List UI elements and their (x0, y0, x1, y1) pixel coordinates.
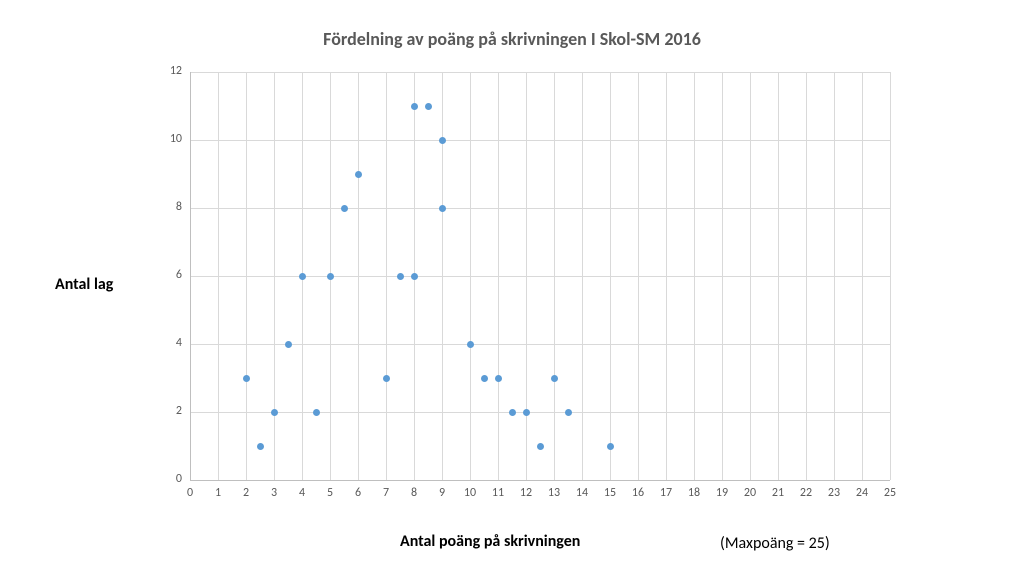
x-tick-label: 20 (738, 486, 762, 500)
data-point (411, 273, 418, 280)
data-point (327, 273, 334, 280)
data-point (271, 409, 278, 416)
gridline-vertical (666, 72, 667, 480)
data-point (383, 375, 390, 382)
x-tick-label: 4 (290, 486, 314, 500)
data-point (495, 375, 502, 382)
gridline-vertical (442, 72, 443, 480)
x-tick-label: 10 (458, 486, 482, 500)
data-point (565, 409, 572, 416)
x-tick-label: 12 (514, 486, 538, 500)
gridline-vertical (638, 72, 639, 480)
gridline-vertical (358, 72, 359, 480)
x-tick-label: 9 (430, 486, 454, 500)
data-point (257, 443, 264, 450)
x-tick-label: 23 (822, 486, 846, 500)
x-tick-label: 21 (766, 486, 790, 500)
y-axis-title: Antal lag (55, 275, 113, 294)
gridline-vertical (750, 72, 751, 480)
x-tick-label: 2 (234, 486, 258, 500)
gridline-vertical (582, 72, 583, 480)
gridline-vertical (498, 72, 499, 480)
gridline-horizontal (190, 72, 890, 73)
x-tick-label: 11 (486, 486, 510, 500)
gridline-vertical (246, 72, 247, 480)
gridline-vertical (554, 72, 555, 480)
x-tick-label: 17 (654, 486, 678, 500)
x-tick-label: 24 (850, 486, 874, 500)
data-point (607, 443, 614, 450)
x-tick-label: 8 (402, 486, 426, 500)
gridline-vertical (386, 72, 387, 480)
data-point (523, 409, 530, 416)
y-tick-label: 2 (152, 404, 182, 418)
data-point (425, 103, 432, 110)
data-point (243, 375, 250, 382)
x-tick-label: 18 (682, 486, 706, 500)
gridline-horizontal (190, 412, 890, 413)
y-tick-label: 10 (152, 132, 182, 146)
x-axis-line (190, 480, 890, 481)
gridline-horizontal (190, 276, 890, 277)
x-tick-label: 15 (598, 486, 622, 500)
gridline-vertical (218, 72, 219, 480)
gridline-vertical (470, 72, 471, 480)
x-tick-label: 7 (374, 486, 398, 500)
y-tick-label: 4 (152, 336, 182, 350)
data-point (313, 409, 320, 416)
x-tick-label: 25 (878, 486, 902, 500)
x-axis-title: Antal poäng på skrivningen (400, 532, 580, 551)
gridline-horizontal (190, 208, 890, 209)
x-tick-label: 1 (206, 486, 230, 500)
gridline-vertical (862, 72, 863, 480)
data-point (509, 409, 516, 416)
x-tick-label: 19 (710, 486, 734, 500)
data-point (299, 273, 306, 280)
x-tick-label: 13 (542, 486, 566, 500)
gridline-vertical (806, 72, 807, 480)
chart-footnote: (Maxpoäng = 25) (720, 534, 830, 553)
data-point (355, 171, 362, 178)
gridline-vertical (722, 72, 723, 480)
y-tick-label: 0 (152, 472, 182, 486)
x-tick-label: 16 (626, 486, 650, 500)
x-tick-label: 3 (262, 486, 286, 500)
gridline-vertical (890, 72, 891, 480)
x-tick-label: 22 (794, 486, 818, 500)
data-point (411, 103, 418, 110)
y-tick-label: 6 (152, 268, 182, 282)
x-tick-label: 0 (178, 486, 202, 500)
x-tick-label: 14 (570, 486, 594, 500)
data-point (397, 273, 404, 280)
data-point (537, 443, 544, 450)
gridline-vertical (778, 72, 779, 480)
data-point (551, 375, 558, 382)
gridline-vertical (834, 72, 835, 480)
chart-container: Fördelning av poäng på skrivningen I Sko… (0, 0, 1024, 576)
data-point (285, 341, 292, 348)
data-point (481, 375, 488, 382)
gridline-horizontal (190, 140, 890, 141)
y-tick-label: 8 (152, 200, 182, 214)
gridline-vertical (274, 72, 275, 480)
gridline-vertical (610, 72, 611, 480)
data-point (341, 205, 348, 212)
x-tick-label: 5 (318, 486, 342, 500)
gridline-vertical (694, 72, 695, 480)
plot-area: 0246810120123456789101112131415161718192… (190, 72, 890, 480)
gridline-horizontal (190, 344, 890, 345)
data-point (467, 341, 474, 348)
data-point (439, 205, 446, 212)
gridline-vertical (526, 72, 527, 480)
data-point (439, 137, 446, 144)
y-tick-label: 12 (152, 64, 182, 78)
x-tick-label: 6 (346, 486, 370, 500)
y-axis-line (190, 72, 191, 480)
chart-title: Fördelning av poäng på skrivningen I Sko… (0, 28, 1024, 50)
